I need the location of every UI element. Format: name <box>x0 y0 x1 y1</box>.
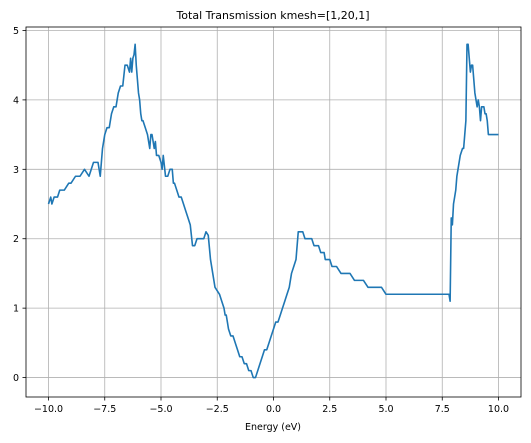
y-tick-label-0: 0 <box>13 373 19 384</box>
y-tick-label-2: 2 <box>13 234 19 245</box>
x-tick-label-6: 5.0 <box>378 404 393 415</box>
x-axis-label: Energy (eV) <box>245 422 301 433</box>
grid-layer <box>26 27 521 397</box>
y-tick-label-1: 1 <box>13 304 19 315</box>
y-tick-label-3: 3 <box>13 165 19 176</box>
tick-layer: −10.0 −7.5 −5.0 −2.5 0.0 2.5 5.0 7.5 10.0 0 1 2 3 4 5 <box>13 26 509 415</box>
x-tick-label-1: −7.5 <box>93 404 116 415</box>
x-tick-label-3: −2.5 <box>206 404 229 415</box>
x-tick-label-7: 7.5 <box>435 404 450 415</box>
x-tick-label-4: 0.0 <box>266 404 281 415</box>
series-line-0 <box>47 43 499 379</box>
chart-title: Total Transmission kmesh=[1,20,1] <box>175 9 369 22</box>
x-tick-label-2: −5.0 <box>149 404 172 415</box>
y-tick-label-4: 4 <box>13 95 19 106</box>
x-tick-label-0: −10.0 <box>34 404 63 415</box>
x-tick-label-5: 2.5 <box>322 404 337 415</box>
x-tick-label-8: 10.0 <box>488 404 509 415</box>
series-layer <box>47 43 499 379</box>
y-tick-label-5: 5 <box>13 26 19 37</box>
